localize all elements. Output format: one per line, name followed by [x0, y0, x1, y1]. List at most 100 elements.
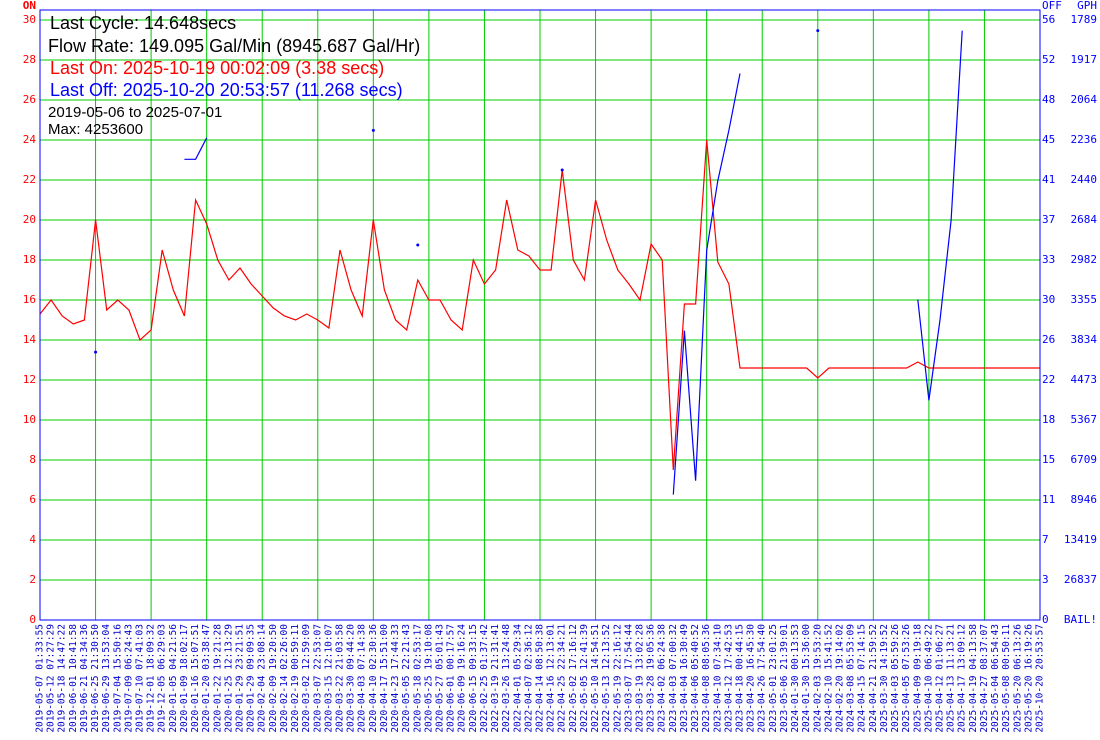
- y-tick-label: 24: [23, 133, 37, 146]
- y-tick-label: 16: [23, 293, 36, 306]
- x-tick-label: 2020-01-29 23:21:51: [235, 624, 246, 733]
- x-tick-label: 2019-12-05 06:29:03: [157, 624, 168, 733]
- x-tick-label: 2020-01-29 09:09:35: [246, 624, 257, 733]
- y-tick-label: 18: [23, 253, 36, 266]
- x-tick-label: 2019-07-04 15:50:16: [112, 624, 123, 733]
- x-tick-label: 2023-03-28 19:05:36: [646, 624, 657, 733]
- gph-tick-label: 2982: [1071, 253, 1098, 266]
- x-tick-label: 2020-03-30 09:44:20: [346, 624, 357, 733]
- x-tick-label: 2020-05-25 19:10:08: [423, 624, 434, 733]
- gph-tick-label: 3834: [1071, 333, 1098, 346]
- x-tick-label: 2022-04-16 12:13:01: [546, 624, 557, 733]
- x-tick-label: 2023-04-26 17:54:40: [757, 624, 768, 733]
- x-tick-label: 2024-01-30 15:36:00: [801, 624, 812, 733]
- x-tick-label: 2023-04-08 08:05:36: [701, 624, 712, 733]
- x-tick-label: 2025-04-10 06:49:22: [923, 624, 934, 733]
- x-tick-label: 2020-05-18 02:53:17: [412, 624, 423, 733]
- y2-tick-label: 26: [1042, 333, 1055, 346]
- x-tick-label: 2025-04-03 05:59:26: [890, 624, 901, 733]
- gph-tick-label: 2440: [1071, 173, 1098, 186]
- x-tick-label: 2025-03-30 14:19:52: [879, 624, 890, 733]
- plot-frame: [39, 9, 1041, 621]
- gph-tick-label: 1917: [1071, 53, 1098, 66]
- x-tick-label: 2023-03-07 17:54:44: [623, 624, 634, 733]
- x-tick-label: 2020-02-19 00:59:11: [290, 624, 301, 733]
- left-axis-title: ON: [23, 0, 36, 12]
- x-tick-label: 2023-04-02 06:24:38: [657, 624, 668, 733]
- y-tick-label: 22: [23, 173, 36, 186]
- gph-tick-label: 2684: [1071, 213, 1098, 226]
- y2-tick-label: 52: [1042, 53, 1055, 66]
- x-tick-label: 2019-07-10 07:41:03: [135, 624, 146, 733]
- x-tick-label: 2019-06-01 10:41:58: [68, 624, 79, 733]
- x-tick-label: 2019-06-25 21:30:50: [90, 624, 101, 733]
- x-tick-label: 2022-03-26 13:24:48: [501, 624, 512, 733]
- x-tick-label: 2022-02-25 01:37:42: [479, 624, 490, 733]
- x-tick-label: 2022-04-14 08:50:38: [535, 624, 546, 733]
- x-tick-label: 2019-05-07 01:33:55: [35, 624, 46, 733]
- x-tick-label: 2020-04-10 02:30:36: [368, 624, 379, 733]
- gph-tick-label: 8946: [1071, 493, 1098, 506]
- y-tick-label: 12: [23, 373, 36, 386]
- x-tick-label: 2020-05-05 22:21:43: [401, 624, 412, 733]
- gph-tick-label: 2064: [1071, 93, 1098, 106]
- x-tick-label: 2024-01-30 00:13:53: [790, 624, 801, 733]
- y-tick-label: 2: [29, 573, 36, 586]
- x-tick-label: 2022-05-02 17:16:12: [568, 624, 579, 733]
- y-tick-label: 0: [29, 613, 36, 626]
- x-tick-label: 2023-04-12 17:42:53: [723, 624, 734, 733]
- flow-rate: Flow Rate: 149.095 Gal/Min (8945.687 Gal…: [48, 36, 420, 56]
- x-tick-label: 2025-05-20 16:19:26: [1023, 624, 1034, 733]
- x-tick-label: 2024-04-15 07:14:15: [857, 624, 868, 733]
- gph-tick-label: 13419: [1064, 533, 1097, 546]
- x-tick-label: 2025-04-13 11:13:21: [946, 624, 957, 733]
- x-tick-label: 2023-04-18 00:44:15: [735, 624, 746, 733]
- x-tick-label: 2025-04-09 09:19:18: [912, 624, 923, 733]
- x-tick-label: 2025-04-05 07:53:26: [901, 624, 912, 733]
- y-tick-label: 4: [29, 533, 36, 546]
- gph-tick-label: 1789: [1071, 13, 1098, 26]
- x-tick-label: 2024-02-10 15:41:52: [823, 624, 834, 733]
- x-tick-label: 2019-12-01 18:09:32: [146, 624, 157, 733]
- y-tick-label: 26: [23, 93, 36, 106]
- x-tick-label: 2023-05-01 23:01:25: [768, 624, 779, 733]
- gph-tick-label: BAIL!: [1064, 613, 1097, 626]
- series-point: [816, 29, 820, 33]
- y2-tick-label: 45: [1042, 133, 1055, 146]
- max-value: Max: 4253600: [48, 121, 143, 138]
- x-tick-label: 2022-04-07 02:36:12: [523, 624, 534, 733]
- y2-tick-label: 18: [1042, 413, 1055, 426]
- last-cycle: Last Cycle: 14.648secs: [50, 13, 236, 33]
- date-range: 2019-05-06 to 2025-07-01: [48, 104, 222, 121]
- series-line: [40, 139, 1040, 471]
- x-tick-label: 2020-03-15 12:10:07: [323, 624, 334, 733]
- gph-tick-label: 6709: [1071, 453, 1098, 466]
- x-tick-label: 2022-04-01 05:29:34: [512, 624, 523, 733]
- x-tick-label: 2019-05-12 07:27:29: [46, 624, 57, 733]
- x-tick-label: 2025-04-17 13:09:12: [957, 624, 968, 733]
- y2-tick-label: 33: [1042, 253, 1055, 266]
- x-tick-label: 2025-05-04 06:54:43: [990, 624, 1001, 733]
- series-point: [94, 350, 98, 354]
- x-tick-label: 2023-04-10 07:34:10: [712, 624, 723, 733]
- x-tick-label: 2023-04-06 05:40:52: [690, 624, 701, 733]
- gph-tick-label: 4473: [1071, 373, 1098, 386]
- y-tick-label: 30: [23, 13, 36, 26]
- y-tick-label: 14: [23, 333, 37, 346]
- x-tick-label: 2022-04-25 22:34:21: [557, 624, 568, 733]
- y2-tick-label: 41: [1042, 173, 1055, 186]
- gph-tick-label: 2236: [1071, 133, 1098, 146]
- x-tick-label: 2020-06-01 00:17:57: [446, 624, 457, 733]
- x-tick-label: 2022-03-19 21:31:41: [490, 624, 501, 733]
- series-point: [560, 168, 564, 172]
- x-tick-label: 2019-07-09 06:24:43: [123, 624, 134, 733]
- right-axis-title: OFF: [1042, 0, 1062, 12]
- series-point: [371, 128, 375, 132]
- y2-tick-label: 30: [1042, 293, 1055, 306]
- plot: [40, 29, 1040, 495]
- gph-axis-title: GPH: [1077, 0, 1097, 12]
- x-tick-label: 2020-04-23 17:44:33: [390, 624, 401, 733]
